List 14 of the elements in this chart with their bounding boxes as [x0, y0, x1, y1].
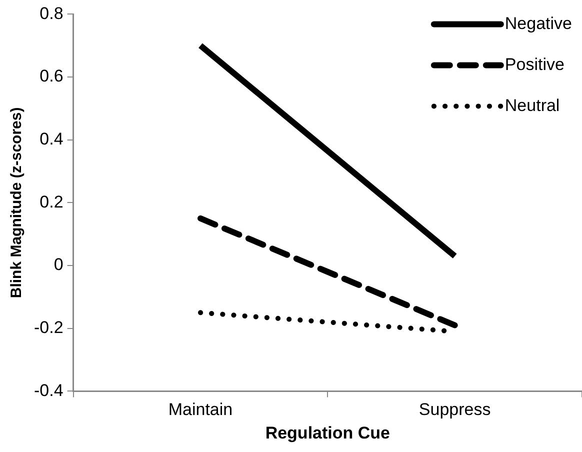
- x-axis-title: Regulation Cue: [265, 423, 390, 442]
- y-tick-label: 0.2: [40, 192, 64, 212]
- y-tick-label: 0.6: [40, 66, 64, 86]
- y-tick-label: -0.2: [34, 318, 64, 338]
- y-tick-label: -0.4: [34, 380, 64, 400]
- y-tick-label: 0.4: [40, 130, 64, 149]
- legend-label: Negative: [504, 14, 572, 33]
- y-tick-label: 0: [54, 255, 64, 274]
- legend-label: Positive: [504, 54, 564, 74]
- x-tick-label: Suppress: [418, 400, 491, 420]
- legend-label: Neutral: [504, 96, 560, 115]
- y-tick-label: 0.8: [40, 4, 64, 23]
- x-tick-label: Maintain: [168, 400, 233, 420]
- y-axis-title: Blink Magnitude (z-scores): [8, 107, 26, 298]
